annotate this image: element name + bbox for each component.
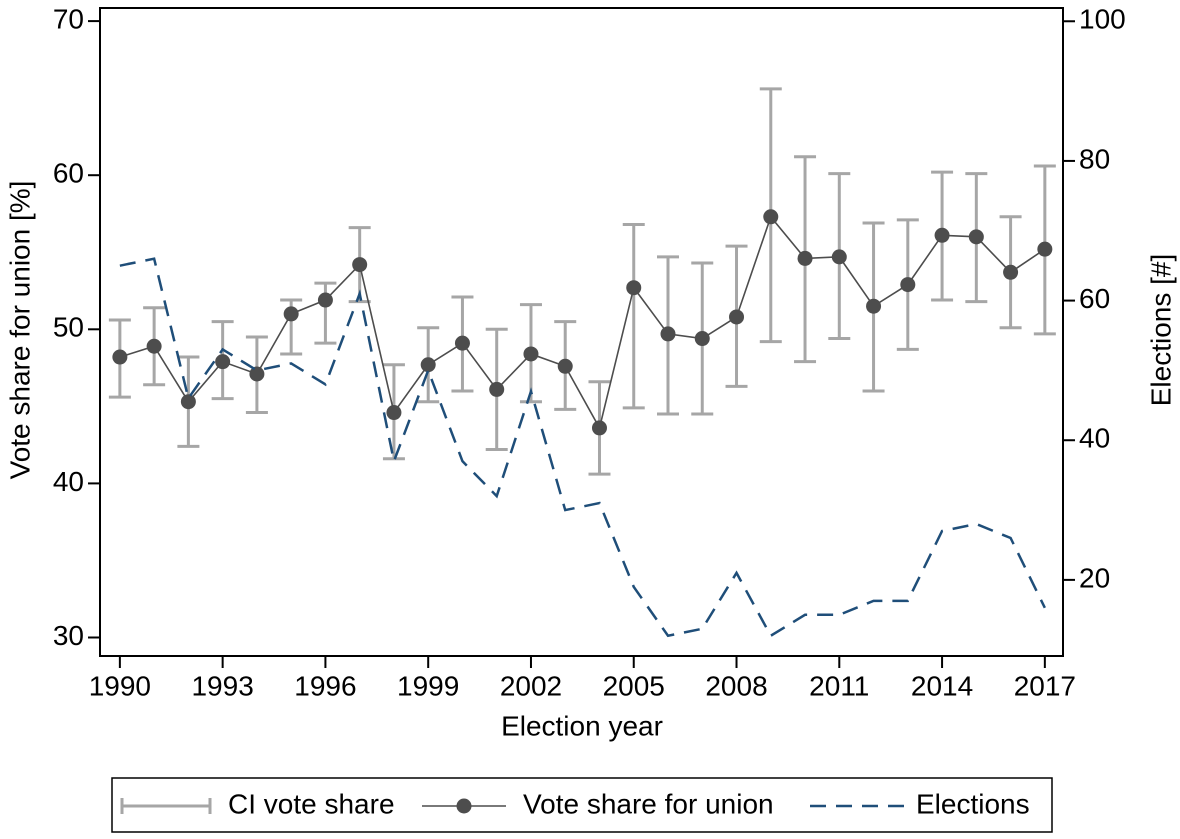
point — [557, 358, 573, 374]
legend-label: Vote share for union — [523, 788, 774, 819]
y-axis-title: Vote share for union [%] — [4, 181, 35, 480]
error-bar — [622, 223, 645, 410]
point — [831, 249, 847, 265]
legend-symbol — [456, 798, 472, 814]
point — [626, 280, 642, 296]
point — [591, 420, 607, 436]
point — [660, 326, 676, 342]
point — [900, 277, 916, 293]
y2-tick-label: 20 — [1079, 562, 1110, 593]
point — [934, 227, 950, 243]
x-axis-title: Election year — [501, 710, 663, 741]
y-tick-label: 40 — [53, 466, 84, 497]
series-line — [119, 215, 1046, 431]
point — [454, 335, 470, 351]
x-tick-label: 1996 — [294, 670, 356, 701]
point — [489, 381, 505, 397]
point — [763, 209, 779, 225]
plot-frame — [99, 7, 1064, 657]
point — [249, 366, 265, 382]
x-tick-label: 2014 — [911, 670, 973, 701]
x-tick-label: 2005 — [603, 670, 665, 701]
point — [146, 338, 162, 354]
point — [968, 229, 984, 245]
point — [866, 298, 882, 314]
x-tick-label: 1993 — [191, 670, 253, 701]
point — [317, 292, 333, 308]
y-tick-label: 70 — [53, 3, 84, 34]
point — [523, 346, 539, 362]
y2-tick-label: 60 — [1079, 283, 1110, 314]
point — [420, 357, 436, 373]
point — [283, 306, 299, 322]
y-tick-label: 30 — [53, 620, 84, 651]
y2-axis-title: Elections [#] — [1145, 254, 1176, 407]
legend-label: CI vote share — [228, 788, 395, 819]
point — [1003, 264, 1019, 280]
point — [112, 349, 128, 365]
series-line — [119, 257, 1046, 638]
point — [352, 257, 368, 273]
point — [1037, 241, 1053, 257]
x-tick-label: 2011 — [809, 670, 869, 701]
point — [180, 394, 196, 410]
point — [694, 331, 710, 347]
x-tick-label: 1999 — [397, 670, 459, 701]
y-tick-label: 50 — [53, 312, 84, 343]
x-tick-label: 2017 — [1014, 670, 1076, 701]
point — [797, 250, 813, 266]
y2-tick-label: 80 — [1079, 143, 1110, 174]
point — [729, 309, 745, 325]
x-tick-label: 2008 — [705, 670, 767, 701]
x-tick-label: 1990 — [89, 670, 151, 701]
y2-tick-label: 40 — [1079, 423, 1110, 454]
legend-label: Elections — [916, 788, 1030, 819]
point — [386, 405, 402, 421]
x-tick-label: 2002 — [500, 670, 562, 701]
y-tick-label: 60 — [53, 158, 84, 189]
point — [215, 354, 231, 370]
y2-tick-label: 100 — [1079, 4, 1126, 35]
